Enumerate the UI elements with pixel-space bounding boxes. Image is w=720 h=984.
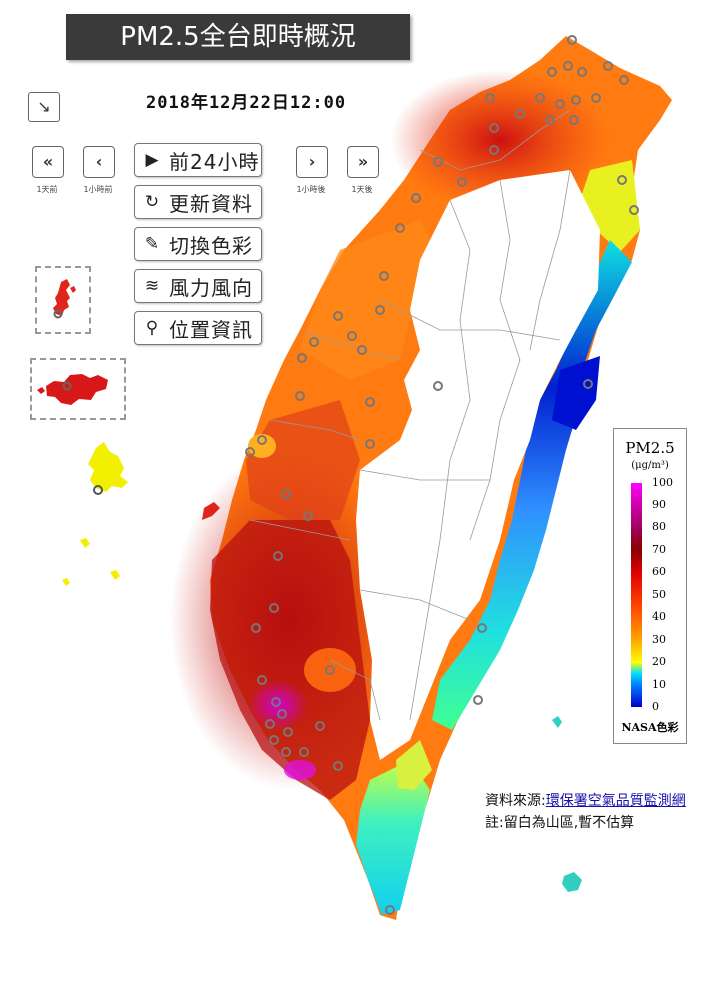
day-forward-label: 1天後 (351, 185, 373, 194)
menu-label: 位置資訊 (169, 317, 253, 342)
legend-title: PM2.5 (625, 439, 675, 457)
hour-back-button[interactable]: ‹ (83, 146, 115, 178)
legend-tick: 100 (652, 476, 673, 489)
hour-back-label: 1小時前 (83, 185, 113, 194)
kinmen-inset[interactable] (30, 358, 126, 420)
pm25-legend: PM2.5 (μg/m³) 100 90 80 70 60 50 40 30 2… (613, 428, 687, 744)
paint-brush-icon: ✎ (144, 234, 160, 254)
legend-unit: (μg/m³) (631, 460, 669, 471)
legend-footer: NASA色彩 (621, 721, 679, 734)
hour-forward-label: 1小時後 (296, 185, 326, 194)
wind-icon: ≋ (144, 276, 160, 296)
legend-tick: 0 (652, 700, 659, 713)
refresh-data-button[interactable]: ↻ 更新資料 (134, 185, 262, 219)
wind-direction-button[interactable]: ≋ 風力風向 (134, 269, 262, 303)
day-forward-button[interactable]: » (347, 146, 379, 178)
chevron-right-icon: › (308, 152, 316, 171)
expand-button[interactable]: ↘ (28, 92, 60, 122)
timestamp: 2018年12月22日12:00 (146, 93, 347, 113)
play-circle-icon: ▶ (145, 150, 159, 170)
monitoring-stations (245, 35, 639, 915)
map-note: 註:留白為山區,暫不估算 (485, 815, 635, 831)
previous-24-hours-button[interactable]: ▶ 前24小時 (134, 143, 262, 177)
menu-label: 更新資料 (169, 191, 253, 216)
legend-tick: 20 (652, 655, 666, 668)
page-title: PM2.5全台即時概況 (66, 14, 410, 60)
chevron-left-icon: ‹ (95, 152, 103, 171)
hour-forward-button[interactable]: › (296, 146, 328, 178)
refresh-icon: ↻ (144, 192, 160, 212)
map-pin-icon: ⚲ (145, 318, 159, 338)
kinmen-island-shape (37, 374, 108, 405)
switch-color-button[interactable]: ✎ 切換色彩 (134, 227, 262, 261)
legend-tick: 30 (652, 633, 666, 646)
legend-tick: 80 (652, 520, 666, 533)
menu-label: 風力風向 (169, 275, 253, 300)
menu-label: 切換色彩 (169, 233, 253, 258)
day-back-button[interactable]: « (32, 146, 64, 178)
legend-tick: 70 (652, 543, 666, 556)
legend-tick: 60 (652, 565, 666, 578)
location-info-button[interactable]: ⚲ 位置資訊 (134, 311, 262, 345)
arrow-down-right-icon: ↘ (37, 97, 51, 116)
legend-tick: 10 (652, 678, 666, 691)
matsu-inset[interactable] (35, 266, 91, 334)
matsu-island-shape (53, 279, 76, 319)
legend-tick: 50 (652, 588, 666, 601)
menu-label: 前24小時 (169, 149, 260, 174)
source-link[interactable]: 環保署空氣品質監測網 (545, 793, 686, 809)
day-back-label: 1天前 (36, 185, 58, 194)
double-chevron-right-icon: » (357, 152, 369, 171)
legend-color-bar (631, 483, 642, 707)
legend-tick: 40 (652, 610, 666, 623)
taiwan-main-island[interactable] (170, 36, 672, 920)
source-prefix: 資料來源: (485, 793, 546, 809)
data-source: 資料來源:環保署空氣品質監測網 (485, 790, 686, 810)
legend-tick: 90 (652, 498, 666, 511)
double-chevron-left-icon: « (42, 152, 54, 171)
